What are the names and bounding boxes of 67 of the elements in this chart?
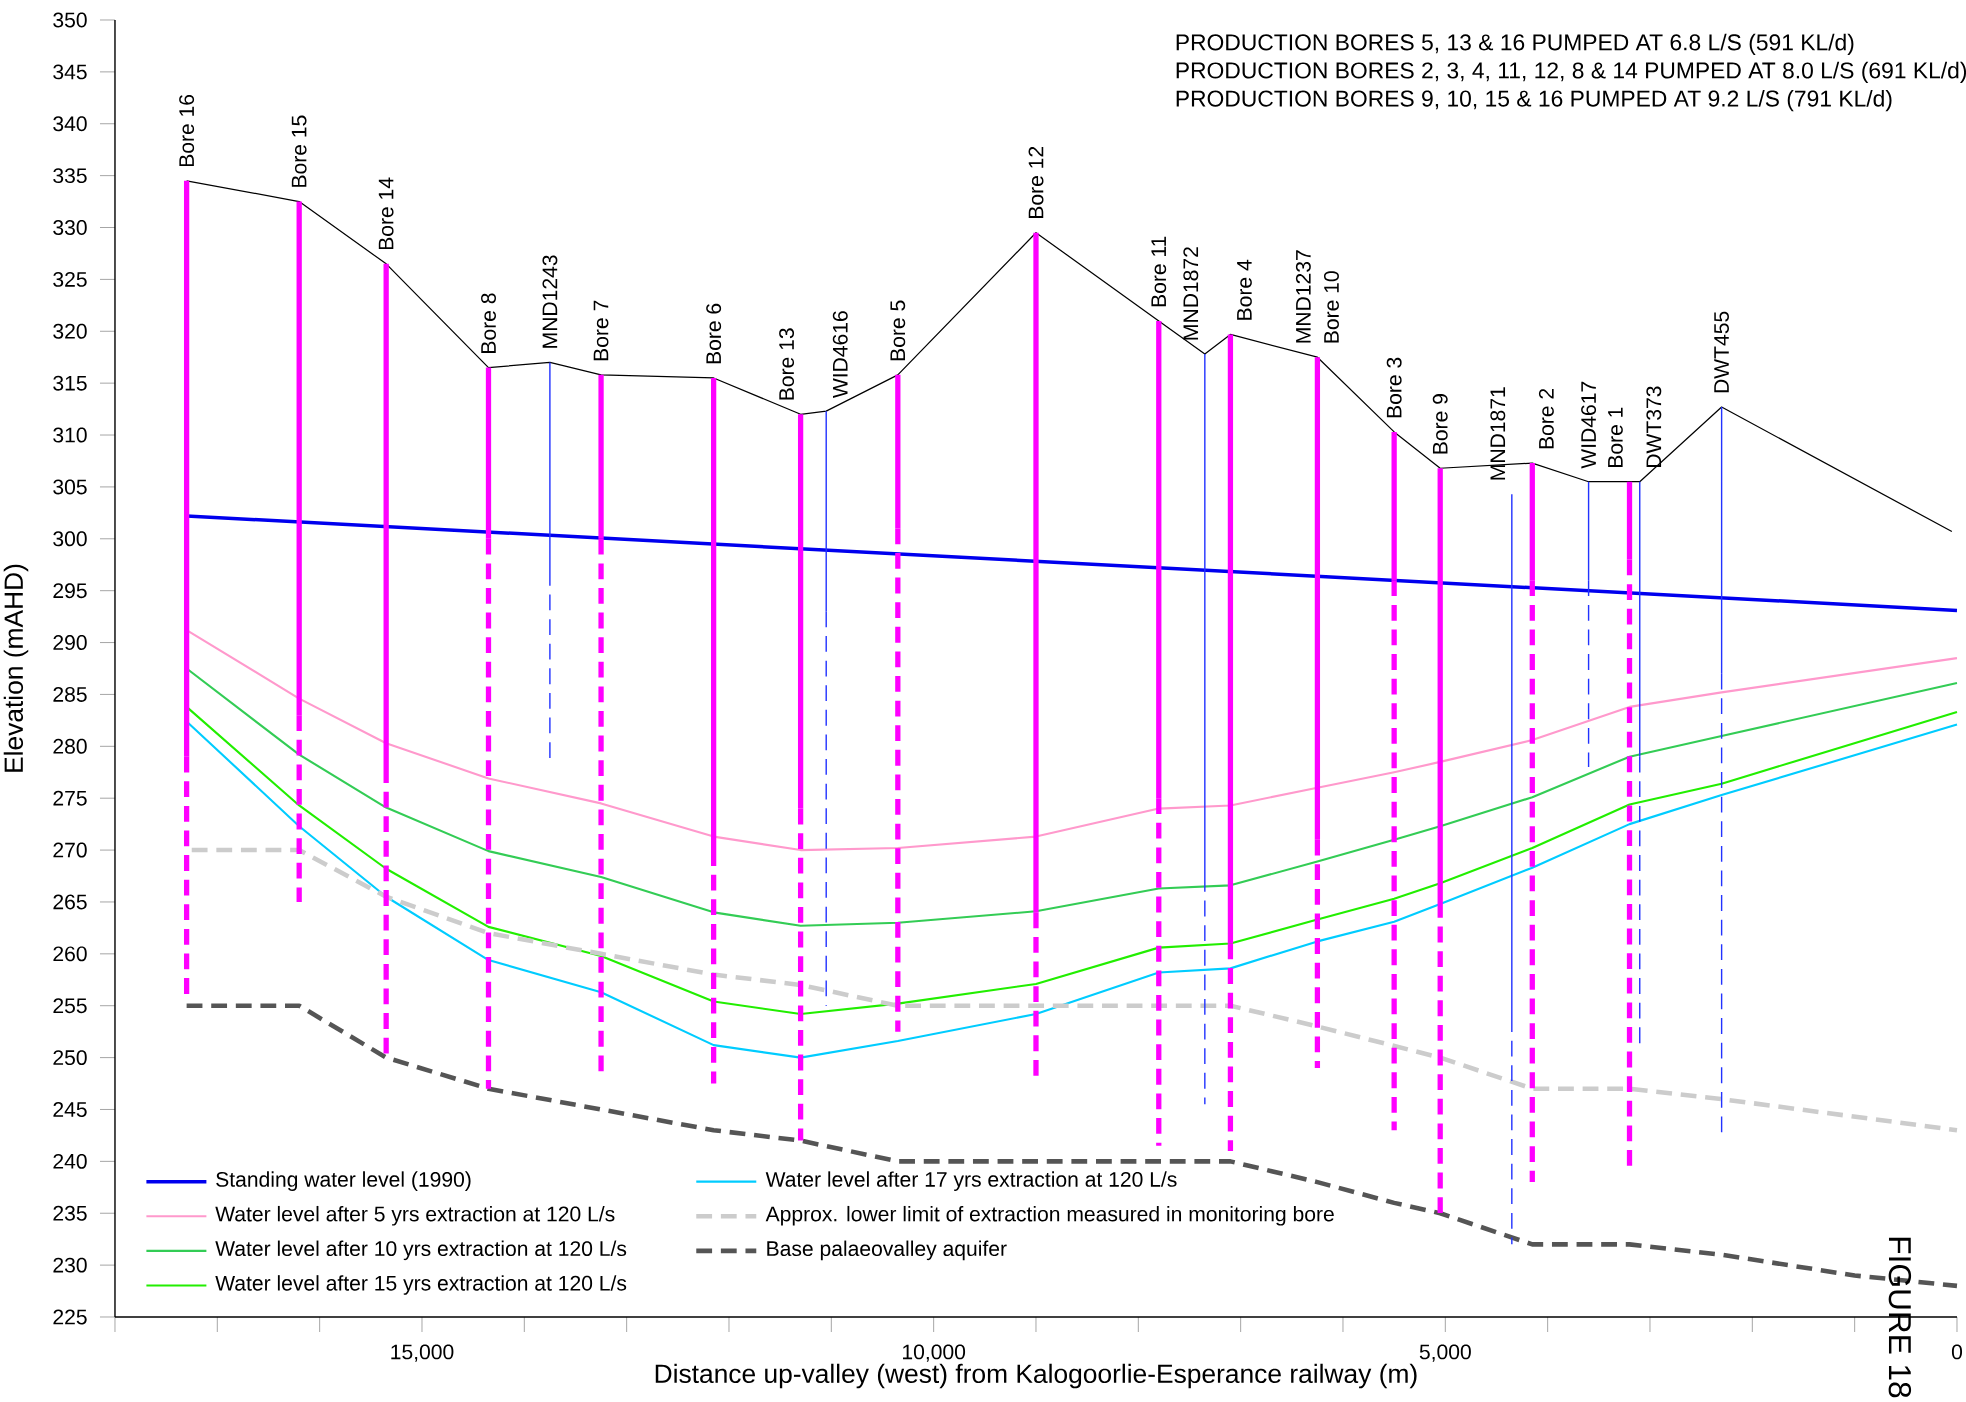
annotation: PRODUCTION BORES 5, 13 & 16 PUMPED AT 6.8 L/S (591 KL/d) [1176, 33, 1854, 55]
y-tick-label: 290 [53, 635, 87, 651]
y-tick-label: 260 [53, 946, 87, 962]
legend-label: Base palaeovalley aquifer [767, 1240, 1007, 1261]
annotation: Bore 7 [593, 300, 609, 361]
annotation: Bore 1 [1608, 407, 1623, 468]
y-tick-label: 335 [53, 168, 87, 184]
y-tick-label: 300 [53, 531, 87, 547]
annotation: MND1871 [1490, 387, 1506, 480]
legend-label: Approx. lower limit of extraction measured in monitoring bore [765, 1205, 1334, 1226]
y-tick-label: 310 [53, 427, 87, 443]
annotation: Bore 15 [291, 115, 307, 187]
annotation: Bore 2 [1538, 388, 1554, 449]
y-tick-label: 330 [53, 220, 87, 235]
annotation: Bore 12 [1028, 146, 1044, 218]
y-tick-label: 350 [53, 12, 87, 28]
y-tick-label: 275 [53, 790, 87, 806]
annotation: WID4616 [832, 311, 848, 399]
y-axis-title: Elevation (mAHD) [3, 564, 29, 772]
y-tick-label: 235 [53, 1205, 87, 1221]
annotation: PRODUCTION BORES 2, 3, 4, 11, 12, 8 & 14 PUMPED AT 8.0 L/S (691 KL/d) [1176, 61, 1966, 84]
annotation: Bore 5 [890, 300, 906, 361]
y-tick-label: 295 [53, 583, 87, 599]
annotation: FIGURE 18 [1888, 1237, 1912, 1398]
legend-label: Standing water level (1990) [216, 1171, 471, 1191]
annotation: Bore 6 [706, 303, 722, 364]
annotation: MND1237 [1295, 250, 1311, 343]
y-tick-label: 255 [53, 998, 87, 1014]
legend-label: Water level after 17 yrs extraction at 120 L/s [765, 1171, 1177, 1191]
y-tick-label: 325 [53, 271, 87, 287]
annotation: Bore 14 [378, 177, 394, 250]
annotation: Bore 11 [1151, 236, 1167, 307]
annotation: PRODUCTION BORES 9, 10, 15 & 16 PUMPED AT 9.2 L/S (791 KL/d) [1176, 89, 1892, 112]
annotation: Bore 13 [779, 328, 795, 400]
annotation: Bore 9 [1432, 394, 1448, 454]
y-tick-label: 305 [53, 479, 87, 495]
annotation: Bore 16 [179, 94, 195, 167]
x-tick-label: 10,000 [903, 1344, 966, 1362]
legend-label: Water level after 10 yrs extraction at 120 L/s [215, 1240, 627, 1261]
legend-label: Water level after 15 yrs extraction at 120 L/s [215, 1275, 627, 1295]
y-tick-label: 245 [53, 1102, 87, 1117]
annotation: Bore 10 [1324, 271, 1339, 343]
annotation: DWT373 [1646, 386, 1662, 468]
annotation: Bore 4 [1237, 259, 1252, 320]
y-tick-label: 270 [53, 842, 87, 858]
y-tick-label: 320 [53, 323, 87, 339]
y-tick-label: 265 [53, 894, 87, 910]
annotation: Bore 3 [1386, 357, 1402, 418]
annotation: Bore 8 [481, 293, 496, 353]
annotation: DWT455 [1714, 311, 1729, 393]
y-tick-label: 315 [53, 375, 87, 391]
y-tick-label: 225 [53, 1309, 87, 1325]
y-tick-label: 280 [53, 738, 87, 754]
y-tick-label: 345 [53, 64, 87, 80]
annotation: MND1243 [542, 255, 558, 348]
y-tick-label: 230 [53, 1257, 87, 1273]
y-tick-label: 340 [53, 116, 87, 132]
annotation: MND1872 [1183, 247, 1199, 340]
annotation: WID4617 [1581, 381, 1597, 469]
x-tick-label: 5,000 [1419, 1344, 1471, 1362]
y-tick-label: 240 [53, 1153, 87, 1169]
legend-label: Water level after 5 yrs extraction at 120 L/s [215, 1205, 615, 1226]
x-tick-label: 0 [1951, 1344, 1963, 1360]
x-axis-title: Distance up-valley (west) from Kalogoorlie-Esperance railway (m) [655, 1363, 1417, 1389]
y-tick-label: 250 [53, 1050, 87, 1066]
y-tick-label: 285 [53, 686, 87, 702]
x-tick-label: 15,000 [391, 1344, 454, 1362]
